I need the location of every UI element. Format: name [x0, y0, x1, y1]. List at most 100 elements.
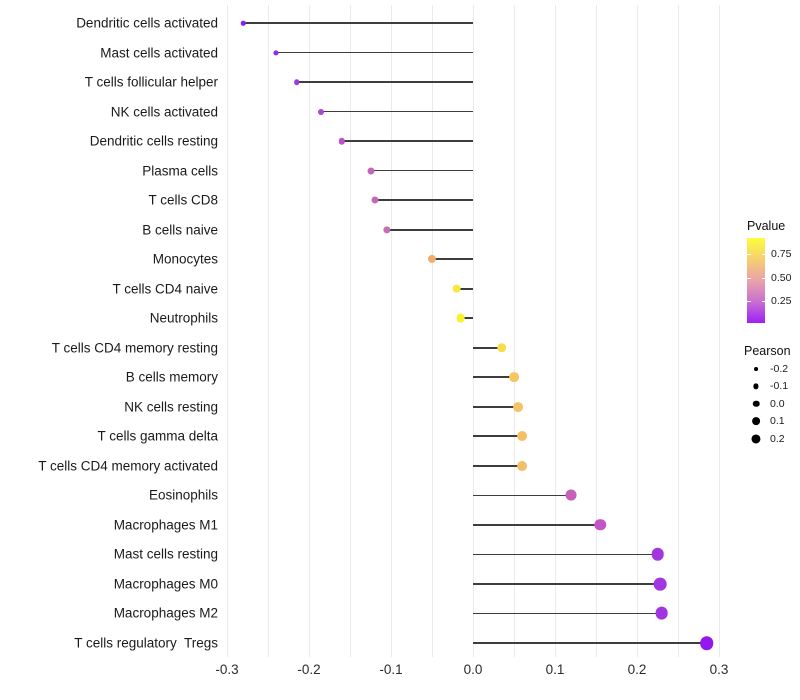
lollipop-stem: [456, 287, 473, 290]
data-point: [318, 108, 325, 115]
lollipop-stem: [473, 524, 601, 526]
pearson-size-dot: [753, 383, 759, 389]
gridline: [267, 5, 269, 657]
gridline: [308, 5, 310, 657]
pvalue-gradient-bar: [747, 238, 765, 323]
data-point: [655, 607, 668, 620]
x-axis-tick-label: 0.3: [709, 662, 729, 677]
gridline: [677, 5, 679, 657]
y-axis-label: Mast cells activated: [100, 45, 218, 61]
data-point: [496, 342, 507, 353]
pvalue-tick-mark: [747, 300, 751, 302]
gridline: [226, 5, 228, 657]
y-axis-label: NK cells resting: [124, 399, 218, 415]
y-axis-label: B cells naive: [142, 222, 218, 238]
y-axis-label: T cells CD4 memory activated: [38, 458, 218, 474]
data-point: [371, 196, 379, 204]
x-axis-tick-label: 0.1: [545, 662, 565, 677]
x-axis-tick-label: 0.2: [627, 662, 647, 677]
y-axis-label: Dendritic cells activated: [76, 15, 218, 31]
lollipop-stem: [386, 228, 473, 231]
y-axis-label: B cells memory: [125, 369, 218, 385]
pearson-size-dot: [752, 417, 760, 426]
lollipop-stem: [473, 583, 660, 585]
data-point: [651, 548, 664, 561]
data-point: [565, 489, 577, 501]
data-point: [367, 167, 374, 175]
pvalue-tick-mark: [761, 254, 765, 256]
data-point: [653, 577, 667, 591]
y-axis-label: Mast cells resting: [113, 546, 218, 562]
pearson-size-label: 0.1: [770, 415, 785, 428]
lollipop-stem: [473, 376, 514, 379]
pearson-size-label: -0.2: [770, 363, 789, 375]
lollipop-stem: [473, 642, 707, 644]
y-axis-label: T cells regulatory Tregs: [74, 635, 218, 651]
y-axis-label: Macrophages M1: [113, 517, 218, 533]
data-point: [517, 431, 528, 442]
y-axis-label: NK cells activated: [110, 104, 218, 120]
y-axis-label: Monocytes: [152, 251, 218, 267]
pvalue-tick-mark: [761, 300, 765, 302]
gridline: [349, 5, 351, 657]
lollipop-stem: [432, 258, 473, 261]
data-point: [517, 460, 528, 471]
lollipop-stem: [473, 346, 502, 349]
legend-pearson-title: Pearson: [744, 344, 791, 358]
y-axis-label: T cells CD4 memory resting: [51, 340, 218, 356]
gridline: [718, 5, 720, 657]
lollipop-stem: [370, 169, 473, 172]
lollipop-stem: [374, 199, 473, 201]
data-point: [383, 226, 391, 234]
x-axis-tick-label: 0.0: [463, 662, 483, 677]
lollipop-stem: [276, 51, 473, 54]
gridline: [554, 5, 556, 657]
lollipop-stem: [473, 612, 662, 615]
lollipop-stem: [473, 435, 523, 438]
pearson-size-dot: [754, 367, 758, 371]
lollipop-stem: [341, 140, 473, 142]
gridline: [595, 5, 597, 657]
data-point: [513, 401, 524, 412]
data-point: [699, 636, 714, 650]
pvalue-tick-mark: [747, 254, 751, 256]
y-axis-label: Macrophages M2: [113, 605, 218, 621]
pvalue-tick-mark: [747, 277, 751, 279]
data-point: [241, 20, 246, 26]
x-axis-tick-label: -0.3: [215, 662, 239, 677]
y-axis-label: T cells gamma delta: [97, 428, 218, 444]
lollipop-stem: [296, 81, 473, 83]
lollipop-stem: [473, 494, 572, 497]
pearson-size-dot: [752, 400, 760, 408]
pvalue-tick-mark: [761, 277, 765, 279]
data-point: [427, 255, 437, 264]
pvalue-tick-label: 0.75: [771, 248, 792, 261]
x-axis-tick-label: -0.2: [297, 662, 321, 677]
y-axis-label: Neutrophils: [149, 310, 218, 326]
y-axis-label: T cells CD8: [148, 192, 218, 208]
data-point: [338, 137, 346, 145]
y-axis-label: Dendritic cells resting: [89, 133, 218, 149]
pearson-size-label: -0.1: [770, 380, 789, 393]
pvalue-tick-label: 0.50: [771, 271, 792, 284]
data-point: [594, 519, 606, 531]
y-axis-label: T cells CD4 naive: [112, 281, 218, 297]
lollipop-stem: [473, 465, 523, 467]
y-axis-label: Macrophages M0: [113, 576, 218, 592]
pearson-size-dot: [751, 434, 761, 444]
y-axis-label: T cells follicular helper: [84, 74, 218, 90]
pvalue-tick-label: 0.25: [771, 294, 792, 307]
lollipop-stem: [473, 405, 519, 408]
gridline: [472, 5, 474, 657]
data-point: [293, 79, 300, 85]
data-point: [509, 372, 519, 383]
data-point: [273, 49, 279, 56]
lollipop-stem: [243, 22, 473, 24]
legend-pvalue-title: Pvalue: [747, 219, 786, 233]
data-point: [456, 313, 466, 323]
pearson-size-label: 0.0: [770, 397, 785, 410]
gridline: [636, 5, 638, 657]
lollipop-stem: [460, 317, 473, 320]
gridline: [390, 5, 392, 657]
